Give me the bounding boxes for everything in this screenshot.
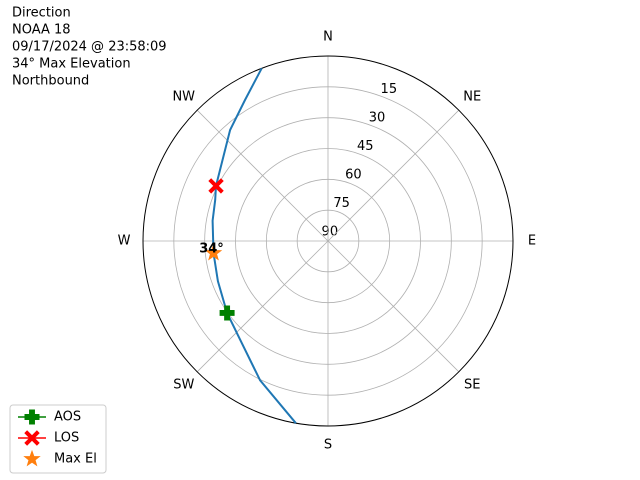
theta-tick-label: E [528, 234, 536, 249]
title-line: Direction [12, 6, 71, 21]
legend-label: LOS [54, 431, 79, 446]
theta-tick-label: NW [172, 89, 195, 104]
r-tick-label: 75 [333, 196, 350, 211]
grid-spoke [196, 240, 329, 373]
legend-marker [24, 409, 40, 425]
grid-spoke [327, 109, 460, 242]
legend-label: AOS [54, 410, 81, 425]
title-line: 34° Max Elevation [12, 57, 131, 72]
theta-tick-label: N [323, 30, 333, 45]
grid-spoke [327, 240, 460, 373]
title-line: NOAA 18 [12, 23, 71, 38]
legend-label: Max El [54, 452, 97, 467]
legend-marker [23, 449, 41, 467]
polar-frame [142, 55, 514, 427]
marker [208, 178, 224, 194]
r-tick-label: 60 [345, 167, 362, 182]
title-line: 09/17/2024 @ 23:58:09 [12, 40, 167, 55]
theta-tick-label: NE [463, 89, 481, 104]
marker [204, 243, 223, 261]
title-line: Northbound [12, 74, 89, 89]
r-tick-label: 45 [357, 139, 374, 154]
theta-tick-label: S [324, 438, 332, 453]
theta-tick-label: W [118, 234, 131, 249]
r-tick-label: 30 [369, 110, 386, 125]
grid-spoke [196, 109, 329, 242]
annotation: 34° [199, 242, 224, 257]
theta-tick-label: SW [173, 378, 194, 393]
marker [219, 305, 235, 321]
theta-tick-label: SE [464, 378, 480, 393]
r-tick-label: 15 [381, 82, 398, 97]
track-line [211, 67, 297, 424]
legend-marker [24, 430, 40, 446]
